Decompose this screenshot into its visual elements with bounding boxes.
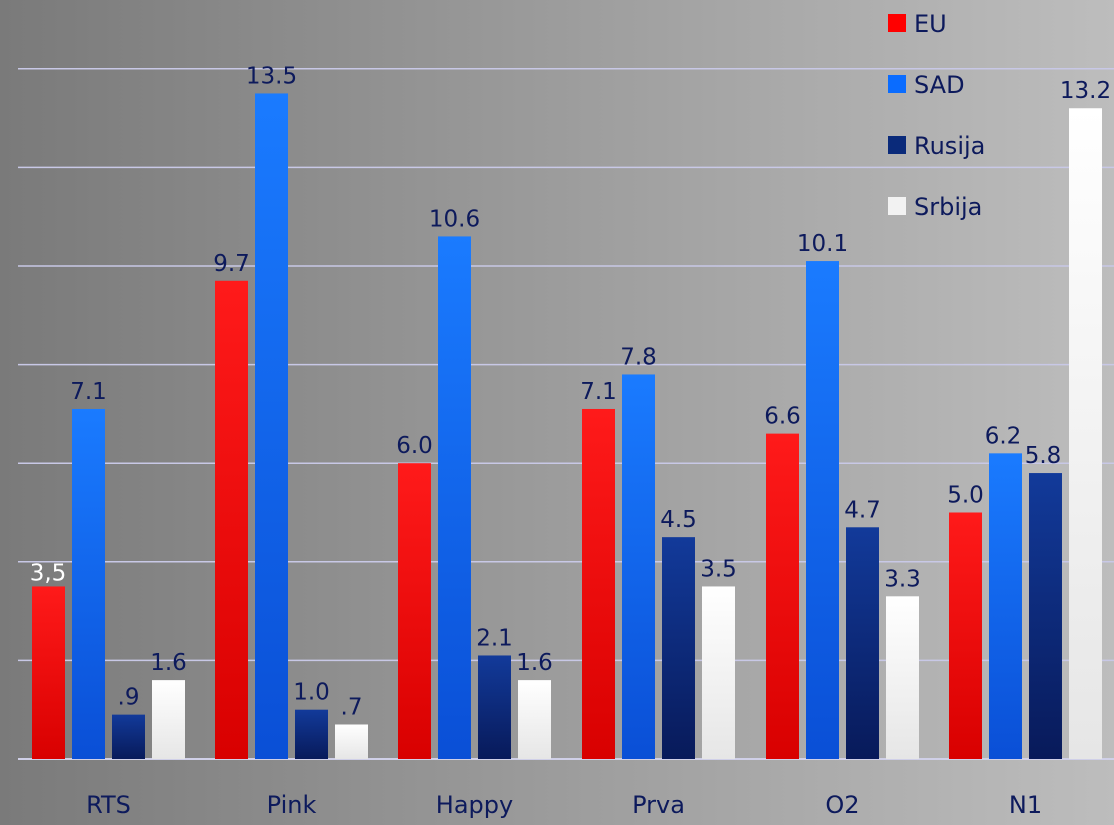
data-label: 9.7 bbox=[213, 251, 250, 277]
x-tick-label: Pink bbox=[267, 791, 317, 819]
legend-swatch-eu bbox=[888, 14, 906, 32]
bar-rusija-o2 bbox=[846, 527, 879, 759]
legend-swatch-srbija bbox=[888, 197, 906, 215]
bar-rusija-prva bbox=[662, 537, 695, 759]
bar-srbija-pink bbox=[335, 724, 368, 759]
bar-eu-pink bbox=[215, 280, 248, 759]
data-label: 7.1 bbox=[70, 379, 107, 405]
data-label: 6.0 bbox=[396, 433, 433, 459]
data-label: 1.6 bbox=[516, 650, 553, 676]
data-label: 4.7 bbox=[844, 497, 881, 523]
data-label: 1.0 bbox=[293, 680, 330, 706]
bar-rusija-pink bbox=[295, 709, 328, 759]
bar-eu-o2 bbox=[766, 433, 799, 759]
legend-label-srbija: Srbija bbox=[914, 193, 982, 221]
data-label: .7 bbox=[341, 694, 363, 720]
data-label: 5.8 bbox=[1025, 443, 1062, 469]
bar-rusija-rts bbox=[112, 714, 145, 759]
bar-srbija-n1 bbox=[1069, 108, 1102, 760]
legend-label-eu: EU bbox=[914, 10, 947, 38]
data-labels: 3,5 9.7 6.0 7.1 6.6 5.0 7.1 13.5 10.6 7.8 10.1 6.2.… bbox=[30, 63, 1111, 720]
legend-swatch-sad bbox=[888, 75, 906, 93]
x-tick-label: Prva bbox=[632, 791, 685, 819]
data-label: 6.2 bbox=[985, 423, 1022, 449]
data-label: 1.6 bbox=[150, 650, 187, 676]
gridlines bbox=[18, 68, 1114, 760]
legend: EU SAD Rusija Srbija bbox=[888, 10, 985, 221]
data-label: 7.1 bbox=[580, 379, 617, 405]
bar-sad-happy bbox=[438, 236, 471, 760]
data-label: 2.1 bbox=[476, 625, 513, 651]
x-axis: RTS Pink Happy Prva O2 N1 bbox=[86, 791, 1042, 819]
bar-eu-prva bbox=[582, 408, 615, 759]
data-label: 10.6 bbox=[429, 206, 480, 232]
legend-label-rusija: Rusija bbox=[914, 132, 985, 160]
data-label: 7.8 bbox=[620, 344, 657, 370]
bar-srbija-prva bbox=[702, 586, 735, 759]
data-label: 13.2 bbox=[1060, 78, 1111, 104]
data-label: 3,5 bbox=[30, 560, 67, 586]
bar-eu-n1 bbox=[949, 512, 982, 759]
data-label: 3.5 bbox=[700, 556, 737, 582]
bar-rusija-happy bbox=[478, 655, 511, 759]
legend-label-sad: SAD bbox=[914, 71, 965, 99]
bar-sad-prva bbox=[622, 374, 655, 759]
legend-swatch-rusija bbox=[888, 136, 906, 154]
data-label: 4.5 bbox=[660, 507, 697, 533]
bar-srbija-o2 bbox=[886, 596, 919, 759]
data-label: 13.5 bbox=[246, 63, 297, 89]
data-label: 6.6 bbox=[764, 404, 801, 430]
x-tick-label: O2 bbox=[825, 791, 859, 819]
data-label: 5.0 bbox=[947, 483, 984, 509]
data-label: 3.3 bbox=[884, 566, 921, 592]
data-label: .9 bbox=[118, 685, 140, 711]
bar-eu-happy bbox=[398, 463, 431, 759]
bar-rusija-n1 bbox=[1029, 473, 1062, 759]
bar-eu-rts bbox=[32, 586, 65, 759]
bar-sad-o2 bbox=[806, 261, 839, 759]
bar-sad-rts bbox=[72, 408, 105, 759]
bar-srbija-rts bbox=[152, 680, 185, 759]
bar-srbija-happy bbox=[518, 680, 551, 759]
x-tick-label: Happy bbox=[436, 791, 513, 819]
x-tick-label: N1 bbox=[1009, 791, 1042, 819]
bars bbox=[32, 93, 1102, 760]
data-label: 10.1 bbox=[797, 231, 848, 257]
bar-sad-n1 bbox=[989, 453, 1022, 759]
x-tick-label: RTS bbox=[86, 791, 131, 819]
bar-sad-pink bbox=[255, 93, 288, 759]
